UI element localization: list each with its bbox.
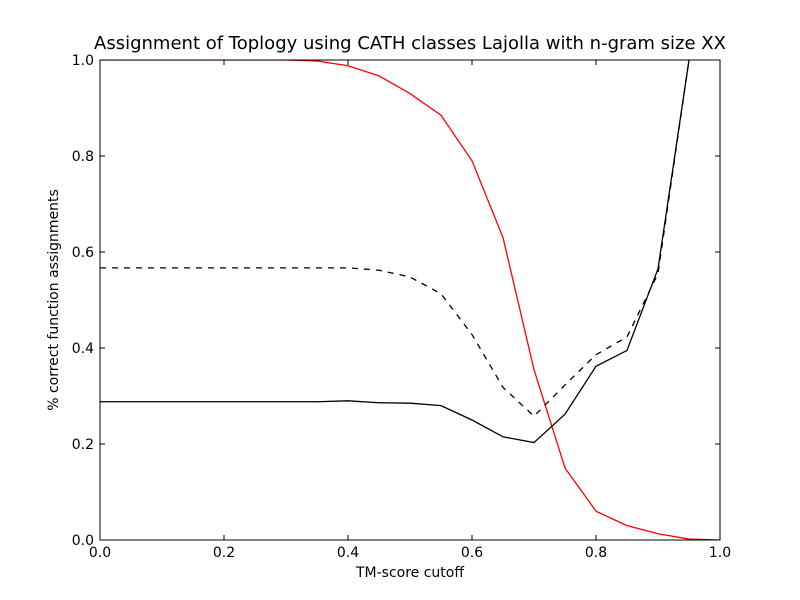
y-tick-label: 0.4 [72,341,94,357]
x-tick-label: 0.0 [89,545,111,561]
y-tick-label: 0.2 [72,437,94,453]
y-tick-label: 0.0 [72,533,94,549]
ticks-layer: 0.0 0.2 0.4 0.6 0.8 1.0 0.0 0.2 0.4 0.6 0.8 1.0 [72,53,731,561]
chart-title: Assignment of Toplogy using CATH classes… [94,33,726,54]
x-tick-label: 0.8 [585,545,607,561]
x-tick-label: 0.4 [337,545,359,561]
x-tick-label: 0.6 [461,545,483,561]
series-layer [100,60,720,540]
x-tick-label: 1.0 [709,545,731,561]
plot-background [100,60,720,540]
x-axis-label: TM-score cutoff [355,565,464,581]
plot-area: 0.0 0.2 0.4 0.6 0.8 1.0 0.0 0.2 0.4 0.6 0.8 1.0 [72,53,731,561]
series-line-0 [100,60,720,540]
series-line-2 [100,60,690,444]
y-tick-label: 1.0 [72,53,94,69]
plot-frame [99,59,721,541]
series-line-1 [100,60,690,418]
y-tick-label: 0.8 [72,149,94,165]
y-tick-label: 0.6 [72,245,94,261]
y-axis-label: % correct function assignments [46,189,62,411]
x-tick-label: 0.2 [213,545,235,561]
